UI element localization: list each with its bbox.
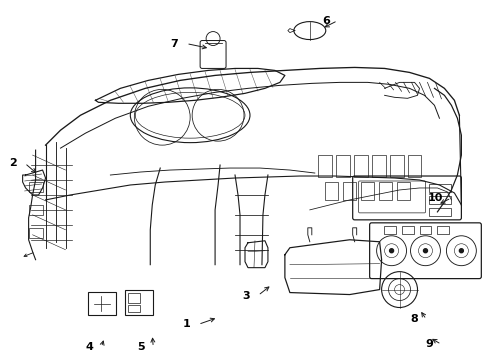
- Text: 10: 10: [427, 193, 443, 203]
- Text: 7: 7: [170, 39, 178, 49]
- Text: 5: 5: [138, 342, 145, 352]
- Bar: [401, 226, 413, 234]
- Bar: [428, 208, 450, 216]
- Text: 8: 8: [410, 314, 418, 324]
- Bar: [29, 205, 42, 215]
- Bar: [428, 196, 450, 204]
- Text: 4: 4: [85, 342, 93, 352]
- Text: 1: 1: [182, 319, 190, 329]
- Bar: [29, 228, 42, 238]
- Bar: [317, 155, 331, 177]
- Bar: [342, 182, 355, 200]
- Bar: [396, 182, 408, 200]
- Bar: [88, 292, 116, 315]
- Text: 2: 2: [9, 158, 17, 168]
- Text: 9: 9: [425, 339, 432, 349]
- Bar: [128, 293, 140, 302]
- Bar: [389, 155, 403, 177]
- Bar: [383, 226, 395, 234]
- Bar: [437, 226, 448, 234]
- Circle shape: [458, 249, 463, 253]
- Bar: [128, 305, 140, 312]
- Bar: [378, 182, 391, 200]
- Bar: [353, 155, 367, 177]
- Circle shape: [389, 249, 393, 253]
- Text: 3: 3: [242, 291, 249, 301]
- Bar: [335, 155, 349, 177]
- Bar: [360, 182, 373, 200]
- Bar: [324, 182, 337, 200]
- Bar: [428, 184, 450, 192]
- Bar: [371, 155, 385, 177]
- Bar: [29, 182, 42, 192]
- Text: 6: 6: [321, 15, 329, 26]
- Circle shape: [423, 249, 427, 253]
- Bar: [419, 226, 430, 234]
- Bar: [407, 155, 421, 177]
- Bar: [125, 289, 153, 315]
